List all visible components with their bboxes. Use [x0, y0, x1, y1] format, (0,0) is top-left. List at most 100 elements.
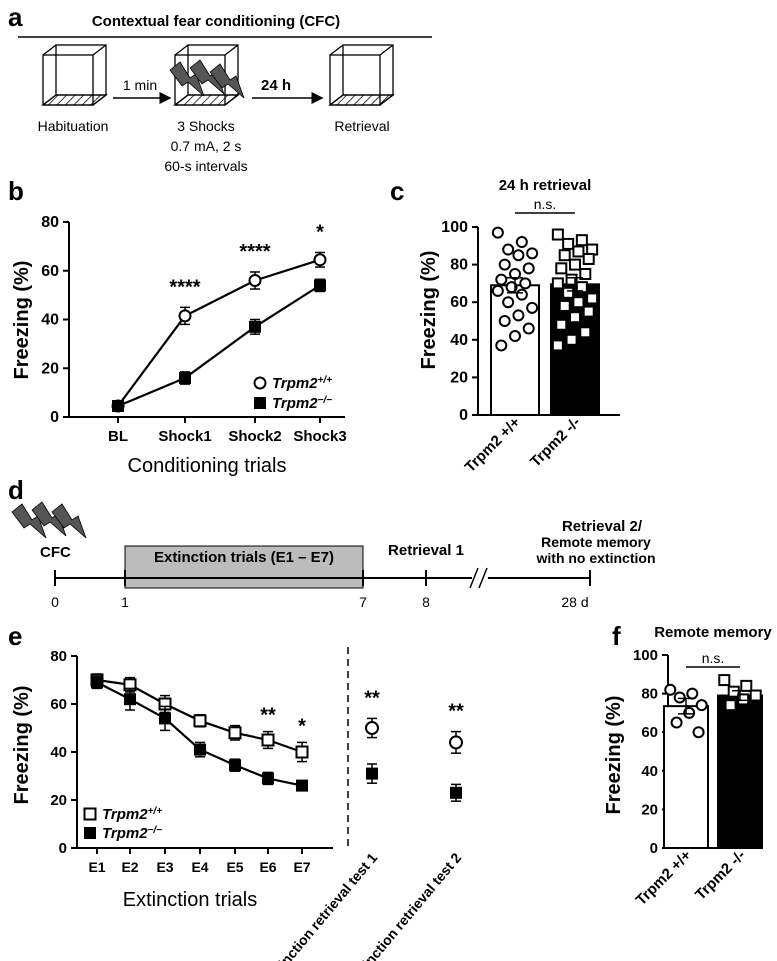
x-tick-label: E3 [156, 859, 173, 875]
data-point [491, 226, 504, 239]
tick-label: 1 [121, 594, 129, 610]
significance-marker: * [316, 221, 324, 243]
data-point [673, 691, 686, 704]
tick-label: 7 [359, 594, 367, 610]
y-tick-label: 20 [41, 360, 59, 377]
legend-sup: −/− [318, 395, 333, 406]
x-tick-label: Extinction retrieval test 1 [261, 849, 380, 961]
data-point [664, 683, 677, 696]
panel-a-schematic: Contextual fear conditioning (CFC) [18, 13, 432, 174]
y-tick-label: 0 [50, 409, 59, 426]
series-line [117, 284, 321, 408]
series-line [117, 258, 321, 407]
data-point [502, 243, 515, 256]
box2-label-1: 3 Shocks [177, 118, 235, 134]
tick-label: 8 [422, 594, 430, 610]
y-tick-label: 0 [650, 840, 658, 857]
legend-label: Trpm2−/− [102, 825, 162, 843]
axis-break [478, 567, 488, 589]
panel-label-c: c [390, 176, 404, 206]
data-point [249, 320, 261, 333]
y-tick-label: 20 [50, 792, 67, 809]
box1-label: Habituation [38, 118, 109, 134]
data-point [569, 311, 581, 324]
y-tick-label: 20 [641, 801, 658, 818]
data-point [449, 735, 463, 750]
y-tick-label: 20 [450, 369, 468, 386]
data-point [365, 721, 379, 735]
data-point [551, 228, 564, 241]
significance-label: n.s. [702, 650, 725, 666]
x-tick-label: E5 [226, 859, 243, 875]
retrieval1-label: Retrieval 1 [388, 542, 464, 559]
data-point [296, 779, 308, 792]
legend-sup: −/− [148, 825, 163, 836]
data-point [313, 253, 327, 267]
data-point [519, 277, 532, 290]
y-tick-label: 40 [450, 332, 468, 349]
data-point [491, 284, 504, 297]
data-point [555, 262, 568, 275]
data-point [261, 733, 275, 747]
cage-habituation [41, 44, 108, 106]
cage-shock [173, 44, 240, 106]
data-point [565, 273, 578, 286]
box2-label-2: 0.7 mA, 2 s [171, 138, 242, 154]
y-tick-label: 60 [50, 696, 67, 713]
y-tick-label: 80 [41, 214, 59, 231]
significance-marker: **** [169, 276, 200, 298]
data-point [572, 245, 585, 258]
data-point [515, 288, 528, 301]
x-tick-label: E4 [191, 859, 208, 875]
legend-name: Trpm2 [272, 375, 318, 392]
panel-label-a: a [8, 2, 23, 32]
x-tick-label: Trpm2 +/+ [633, 847, 695, 909]
data-point [515, 236, 528, 249]
panel-d-timeline: CFC Extinction trials (E1 – E7) 0 1 7 8 … [11, 501, 656, 610]
data-point [695, 699, 708, 712]
legend-sup: +/+ [318, 375, 333, 386]
retrieval2-label-1: Retrieval 2/ [562, 518, 643, 535]
significance-label: n.s. [534, 196, 557, 212]
panel-label-b: b [8, 176, 24, 206]
x-tick-label: E6 [259, 859, 276, 875]
chart-title: 24 h retrieval [499, 177, 592, 194]
chart-e: 0 20 40 60 80 E1 E2 E3 E4 E5 E6 E7 Extinction trials… [11, 647, 464, 961]
y-tick-label: 80 [50, 648, 67, 665]
x-tick-label: E2 [121, 859, 138, 875]
x-axis-label: Extinction trials [123, 889, 258, 911]
tick-label: 0 [51, 594, 59, 610]
significance-marker: **** [239, 241, 270, 263]
retrieval2-label-2: Remote memory [541, 534, 651, 550]
panel-a-title: Contextual fear conditioning (CFC) [92, 13, 340, 30]
chart-title: Remote memory [654, 624, 772, 641]
tick-label: 28 d [561, 594, 588, 610]
x-tick-label: Shock3 [293, 428, 346, 445]
data-point [262, 772, 274, 785]
y-axis-label: Freezing (%) [603, 696, 625, 815]
legend-sup: +/+ [148, 806, 163, 817]
y-tick-label: 0 [59, 840, 67, 857]
data-point [248, 274, 262, 287]
y-tick-label: 80 [641, 686, 658, 703]
significance-marker: ** [260, 705, 276, 727]
data-point [112, 400, 124, 413]
data-point [502, 296, 515, 309]
data-point [512, 249, 525, 262]
data-point [686, 687, 699, 700]
data-point [582, 252, 595, 265]
legend-name: Trpm2 [102, 825, 148, 842]
data-point [569, 258, 581, 271]
y-tick-label: 40 [641, 763, 658, 780]
data-point [582, 305, 595, 318]
significance-marker: ** [364, 687, 380, 709]
data-point [579, 268, 592, 280]
y-tick-label: 80 [450, 257, 468, 274]
chart-f: Remote memory 0 20 40 60 80 100 n.s. Trpm2 +/+Tr… [603, 624, 772, 909]
y-tick-label: 60 [41, 263, 59, 280]
chart-b: 0 20 40 60 80 BL Shock1 Shock2 Shock3 Conditionin… [11, 214, 347, 477]
panel-label-e: e [8, 621, 22, 651]
data-point [575, 281, 588, 294]
data-point [670, 716, 683, 729]
